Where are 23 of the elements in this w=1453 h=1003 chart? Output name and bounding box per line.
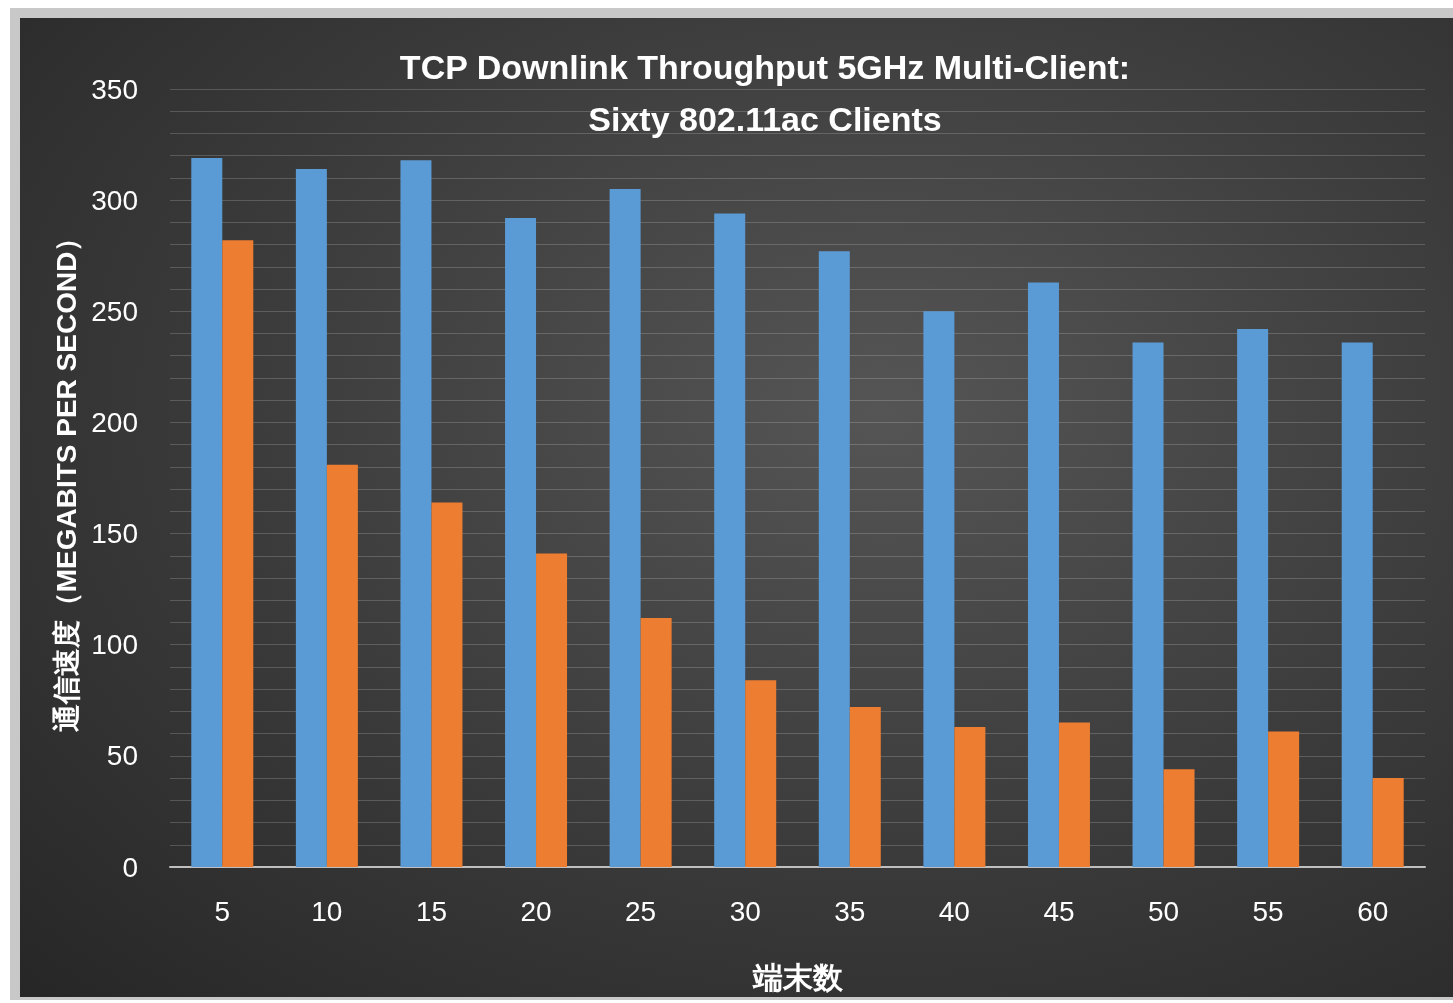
y-tick-label: 50 xyxy=(106,740,138,772)
y-tick-label: 350 xyxy=(91,73,138,105)
y-tick-label: 100 xyxy=(91,629,138,661)
x-tick-label: 50 xyxy=(1147,895,1180,927)
y-tick-label: 0 xyxy=(122,851,138,883)
y-axis-title: 通信速度（MEGABITS PER SECOND） xyxy=(50,223,82,733)
y-tick-label: 150 xyxy=(91,518,138,550)
x-tick-label: 15 xyxy=(415,895,448,927)
x-tick-label: 55 xyxy=(1252,895,1284,927)
y-tick-label: 250 xyxy=(91,295,138,327)
x-tick-label: 25 xyxy=(625,895,657,927)
x-tick-label: 40 xyxy=(938,895,970,927)
x-tick-label: 30 xyxy=(729,895,761,927)
x-tick-label: 10 xyxy=(311,895,343,927)
y-tick-label: 300 xyxy=(91,184,138,216)
x-axis-title: 端末数 xyxy=(751,960,844,994)
x-tick-label: 60 xyxy=(1357,895,1389,927)
x-tick-label: 20 xyxy=(520,895,552,927)
x-tick-label: 35 xyxy=(834,895,866,927)
chart-title: TCP Downlink Throughput 5GHz Multi-Client: Sixty 802.11ac Clients xyxy=(399,48,1131,138)
x-tick-label: 45 xyxy=(1043,895,1075,927)
y-tick-label: 200 xyxy=(91,406,138,438)
x-tick-label: 5 xyxy=(214,895,231,927)
